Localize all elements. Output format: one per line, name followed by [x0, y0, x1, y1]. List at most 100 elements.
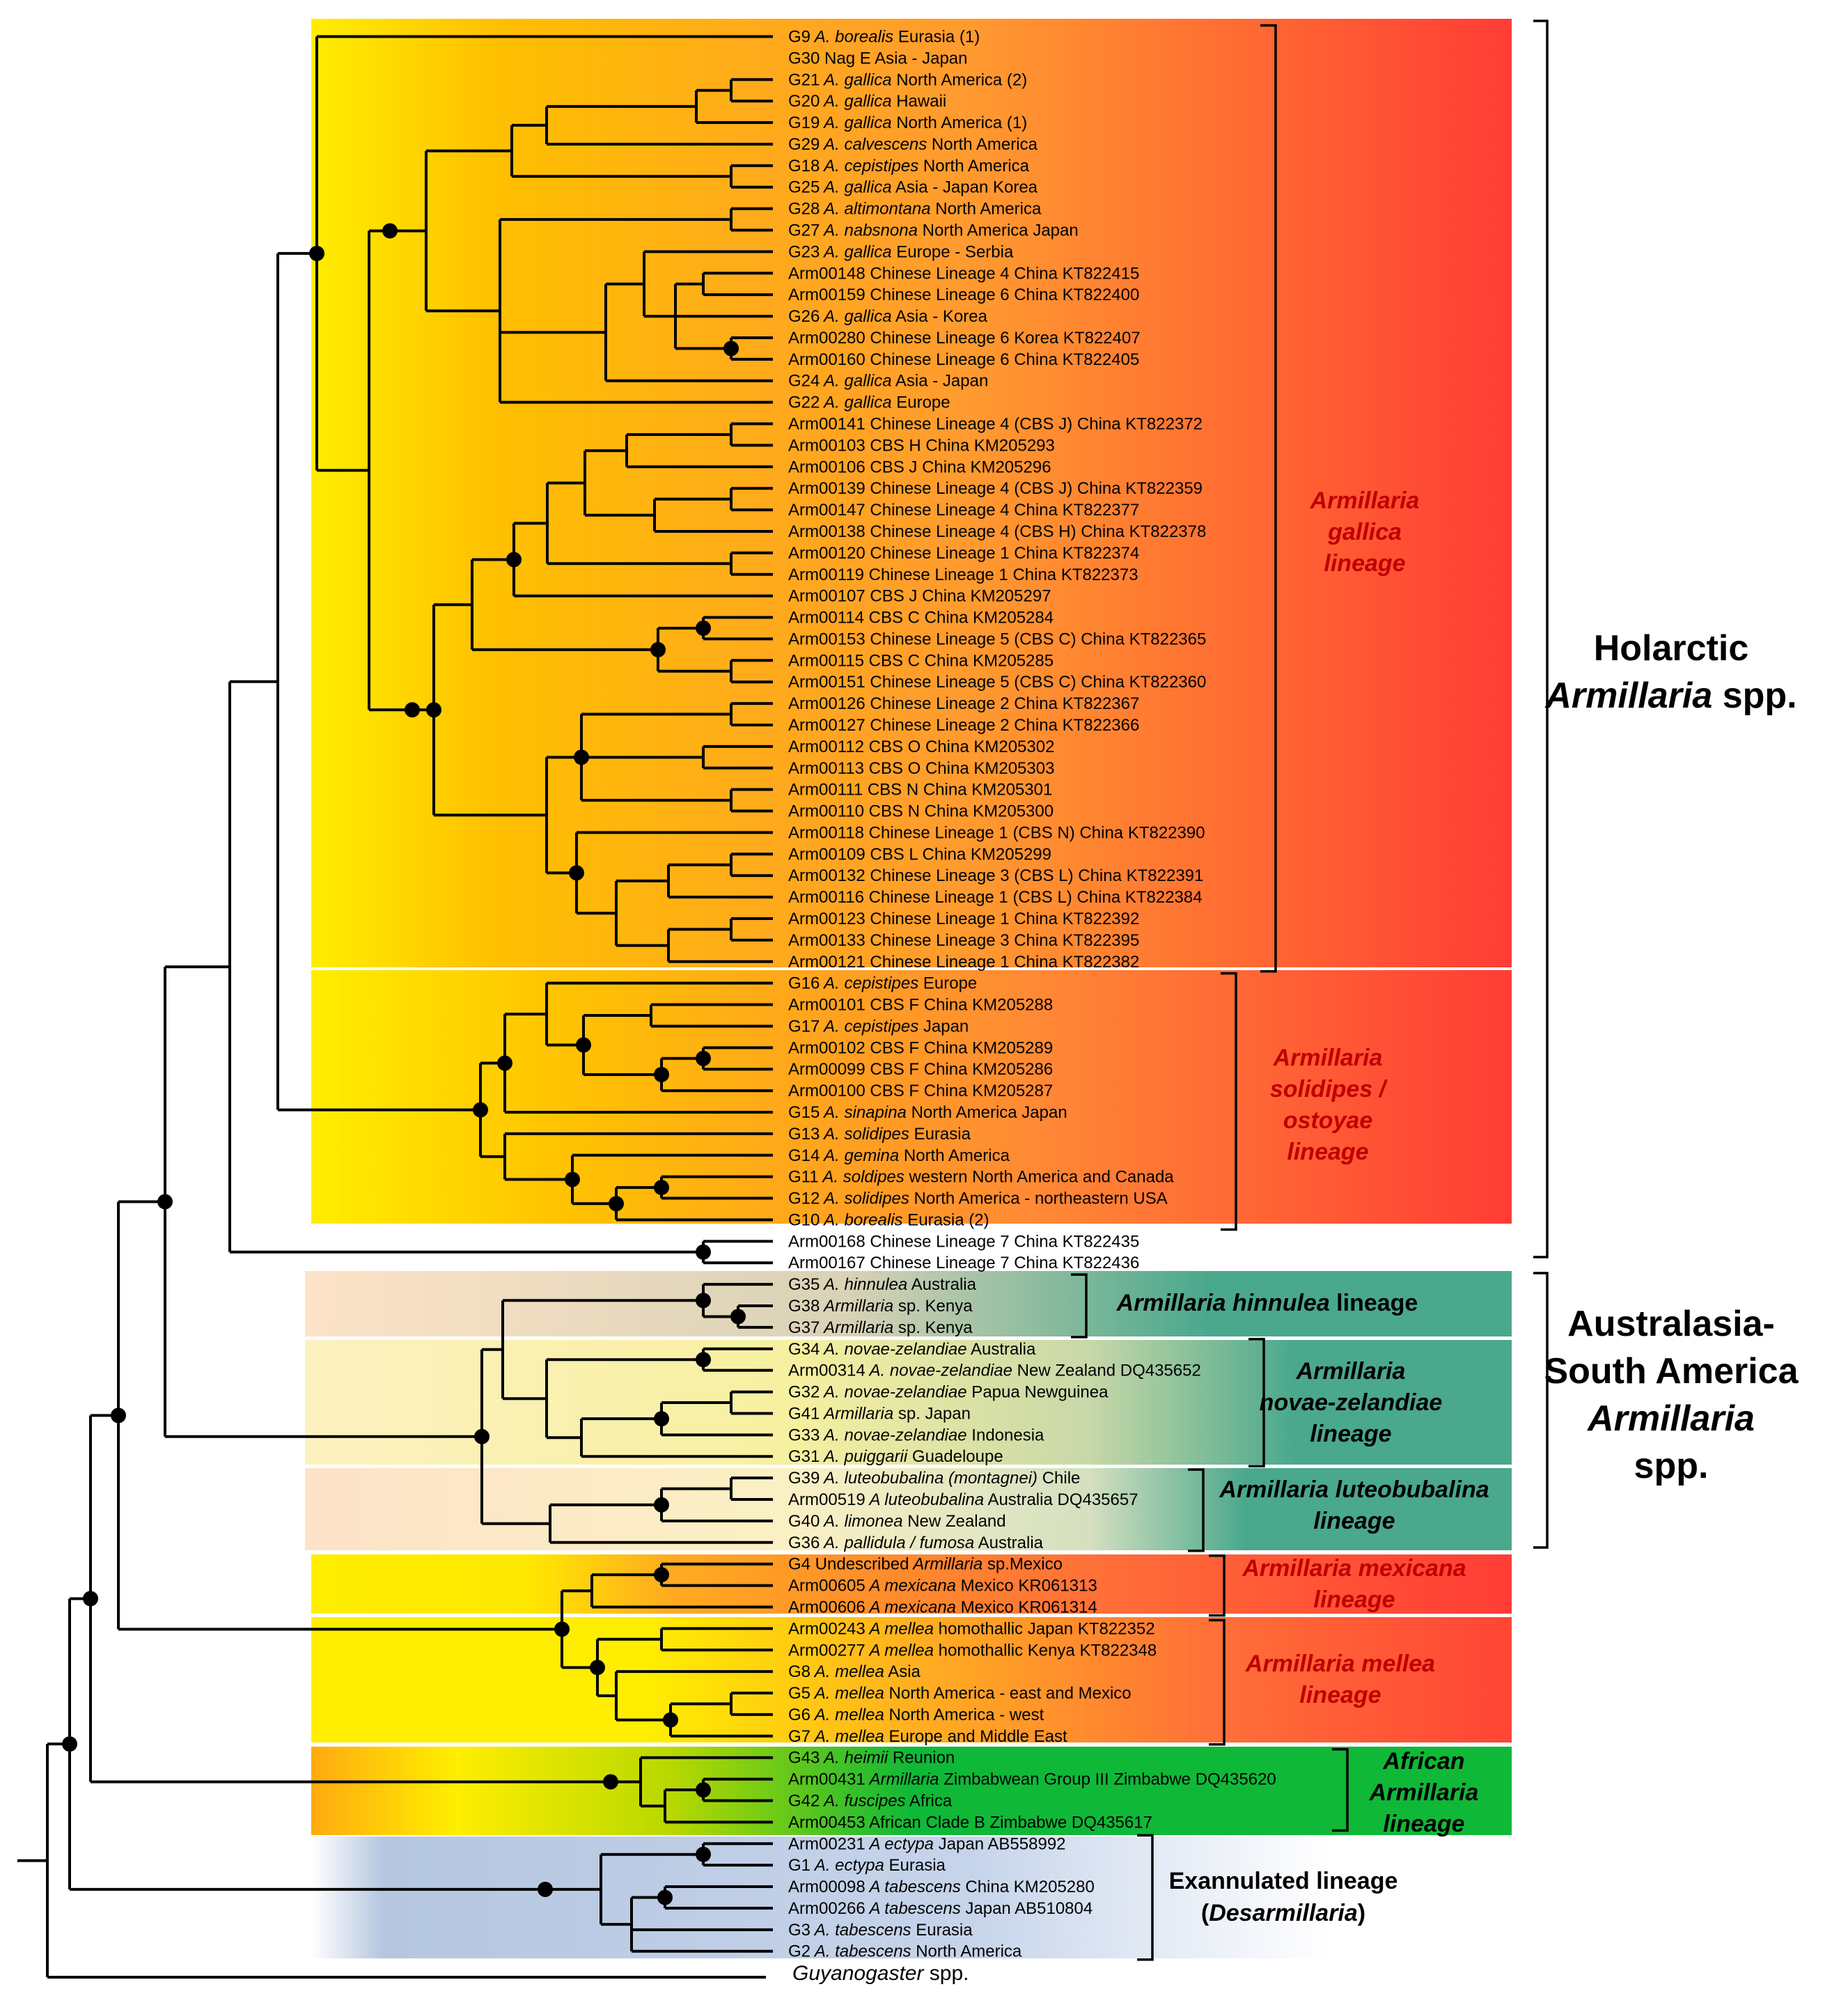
taxon-locality: North America (1): [892, 114, 1028, 132]
taxon-label: Arm00118 Chinese Lineage 1 (CBS N) China…: [788, 823, 1205, 842]
taxon-locality: Eurasia (1): [893, 28, 980, 47]
taxon-locality: Asia - Japan Korea: [892, 178, 1038, 197]
taxon-label: Arm00231 A ectypa Japan AB558992: [788, 1834, 1066, 1853]
outgroup-suffix: spp.: [923, 1962, 969, 1985]
taxon-label: G20 A. gallica Hawaii: [788, 92, 946, 111]
taxon-label: Arm00606 A mexicana Mexico KR061314: [788, 1598, 1097, 1616]
taxon-code: G32: [788, 1383, 820, 1402]
taxon-species: A. heimii: [820, 1749, 888, 1768]
taxon-code: Arm00280 Chinese Lineage 6 Korea KT82240…: [788, 329, 1141, 348]
holarctic-line2: Armillaria spp.: [1544, 676, 1796, 716]
support-node-dot: [565, 1171, 580, 1187]
taxon-locality: Eurasia: [909, 1125, 971, 1144]
taxon-label: G7 A. mellea Europe and Middle East: [788, 1727, 1067, 1746]
australasia-line2: South America: [1544, 1351, 1799, 1391]
taxon-label: G13 A. solidipes Eurasia: [788, 1125, 971, 1144]
taxon-labels: G9 A. borealis Eurasia (1) G30 Nag E Asia…: [788, 28, 1276, 1961]
taxon-species: A. cepistipes: [820, 1017, 918, 1036]
australasia-line4: spp.: [1634, 1446, 1709, 1486]
taxon-species: A. novae-zelandiae: [820, 1383, 966, 1402]
taxon-label: Arm00139 Chinese Lineage 4 (CBS J) China…: [788, 479, 1203, 498]
taxon-code: Arm00127 Chinese Lineage 2 China KT82236…: [788, 716, 1139, 735]
taxon-label: G27 A. nabsnona North America Japan: [788, 221, 1079, 240]
taxon-code: G16: [788, 974, 820, 993]
support-node-dot: [696, 1244, 711, 1260]
holarctic-line1: Holarctic: [1594, 628, 1749, 669]
taxon-label: Arm00112 CBS O China KM205302: [788, 738, 1054, 756]
hinnulea-lineage-box: [305, 1271, 1512, 1336]
taxon-locality: Asia - Korea: [892, 307, 988, 326]
taxon-label: G11 A. soldipes western North America an…: [788, 1168, 1174, 1187]
taxon-code: Arm00139 Chinese Lineage 4 (CBS J) China…: [788, 479, 1203, 498]
african-lineage-label: African Armillaria lineage: [1369, 1748, 1479, 1837]
taxon-code: Arm00120 Chinese Lineage 1 China KT82237…: [788, 544, 1139, 563]
support-node-dot: [554, 1621, 570, 1637]
taxon-species: A. borealis: [811, 28, 893, 47]
taxon-code: G38: [788, 1297, 820, 1316]
taxon-label: Arm00120 Chinese Lineage 1 China KT82237…: [788, 544, 1139, 563]
taxon-label: Arm00103 CBS H China KM205293: [788, 436, 1055, 455]
taxon-label: Arm00113 CBS O China KM205303: [788, 759, 1054, 778]
taxon-code: Arm00314: [788, 1362, 866, 1380]
taxon-locality: Mexico KR061314: [956, 1598, 1097, 1616]
taxon-code: G23: [788, 242, 820, 261]
taxon-species: A tabescens: [866, 1899, 961, 1918]
taxon-label: G16 A. cepistipes Europe: [788, 974, 977, 993]
support-node-dot: [576, 1037, 591, 1053]
taxon-species: A mellea: [866, 1619, 934, 1638]
taxon-locality: Europe - Serbia: [892, 242, 1014, 261]
taxon-species: A. gallica: [820, 242, 891, 261]
taxon-code: G35: [788, 1275, 820, 1294]
support-node-dot: [654, 1567, 669, 1583]
taxon-locality: sp. Kenya: [893, 1297, 973, 1316]
taxon-code: G1: [788, 1856, 811, 1875]
taxon-locality: North America - northeastern USA: [909, 1190, 1168, 1208]
taxon-label: Arm00277 A mellea homothallic Kenya KT82…: [788, 1641, 1157, 1660]
taxon-code: G8: [788, 1662, 811, 1681]
support-node-dot: [474, 1428, 490, 1444]
taxon-species: A. gallica: [820, 70, 891, 89]
taxon-locality: Eurasia (2): [903, 1210, 989, 1229]
taxon-label: Arm00110 CBS N China KM205300: [788, 802, 1054, 821]
taxon-species: Armillaria: [866, 1770, 939, 1789]
taxon-code: Arm00123 Chinese Lineage 1 China KT82239…: [788, 910, 1139, 928]
taxon-code: Arm00159 Chinese Lineage 6 China KT82240…: [788, 286, 1139, 304]
outgroup-species: Guyanogaster: [792, 1962, 924, 1985]
taxon-species: A. hinnulea: [820, 1275, 907, 1294]
taxon-label: Arm00280 Chinese Lineage 6 Korea KT82240…: [788, 329, 1141, 348]
taxon-species: A. gemina: [820, 1146, 899, 1165]
taxon-code: G39: [788, 1469, 820, 1488]
taxon-locality: western North America and Canada: [905, 1168, 1175, 1187]
support-node-dot: [382, 223, 398, 239]
novae-lineage-box: [305, 1340, 1512, 1465]
taxon-code: G10: [788, 1210, 820, 1229]
mexicana-label-line1: Armillaria mexicana: [1242, 1555, 1466, 1582]
taxon-code: Arm00103 CBS H China KM205293: [788, 436, 1055, 455]
taxon-label: G10 A. borealis Eurasia (2): [788, 1210, 989, 1229]
taxon-label: G15 A. sinapina North America Japan: [788, 1103, 1067, 1122]
novae-lineage-label: Armillaria novae-zelandiae lineage: [1260, 1358, 1443, 1447]
taxon-code: Arm00431: [788, 1770, 866, 1789]
taxon-species: A. gallica: [820, 307, 891, 326]
taxon-code: G9: [788, 28, 811, 47]
mellea-bracket: [1209, 1619, 1226, 1746]
taxon-label: G5 A. mellea North America - east and Me…: [788, 1684, 1131, 1703]
taxon-code: G5: [788, 1684, 811, 1703]
taxon-species: A. mellea: [811, 1706, 884, 1724]
support-node-dot: [111, 1408, 126, 1424]
support-node-dot: [609, 1196, 624, 1212]
taxon-label: G8 A. mellea Asia: [788, 1662, 921, 1681]
taxon-locality: New Zealand: [903, 1512, 1006, 1531]
taxon-label: Arm00111 CBS N China KM205301: [788, 781, 1052, 800]
support-node-dot: [473, 1102, 488, 1118]
african-label-line2: Armillaria: [1369, 1779, 1479, 1806]
taxon-label: G6 A. mellea North America - west: [788, 1706, 1044, 1724]
taxon-species: A. novae-zelandiae: [820, 1340, 966, 1359]
taxon-label: G3 A. tabescens Eurasia: [788, 1921, 973, 1940]
taxon-label: G22 A. gallica Europe: [788, 393, 950, 412]
taxon-label: Arm00132 Chinese Lineage 3 (CBS L) China…: [788, 866, 1203, 885]
taxon-code: G14: [788, 1146, 820, 1165]
taxon-code: Arm00277: [788, 1641, 866, 1660]
solidipes-label-line1: Armillaria: [1273, 1045, 1383, 1071]
